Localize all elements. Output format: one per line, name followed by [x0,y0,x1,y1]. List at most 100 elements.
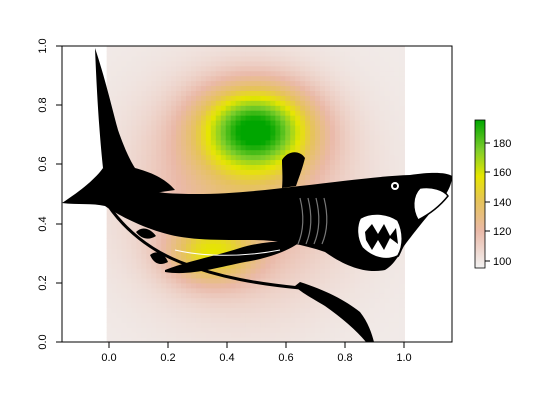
heat-cell [374,80,381,87]
heat-cell [270,322,276,328]
heat-cell [146,159,152,165]
heat-cell [171,65,177,72]
heat-cell [240,322,247,328]
heat-cell [116,292,123,299]
heat-cell [240,268,247,274]
heat-cell [205,80,212,87]
heat-cell [176,253,182,259]
heat-cell [280,95,286,101]
heat-cell [121,312,128,318]
heat-cell [176,159,182,165]
heat-cell [315,85,321,91]
heat-cell [354,268,361,274]
heat-cell [171,184,177,190]
heat-cell [171,263,177,269]
heat-cell [111,327,118,333]
heat-cell [116,75,123,82]
heat-cell [215,302,222,309]
heat-cell [195,307,202,313]
heat-cell [191,139,197,146]
heat-cell [111,268,118,274]
heat-cell [384,307,391,313]
heat-cell [225,80,232,87]
heat-cell [359,124,366,131]
heat-cell [290,248,296,254]
heat-cell [106,332,113,338]
heat-cell [156,65,162,72]
heat-cell [151,228,157,235]
heat-cell [191,70,197,77]
heat-cell [106,297,113,304]
heat-cell [176,243,182,249]
heat-cell [116,129,123,136]
heat-cell [374,75,381,82]
heat-cell [220,115,227,121]
heat-cell [111,302,118,309]
heat-cell [260,65,267,72]
heat-cell [205,134,212,141]
heat-cell [315,139,321,146]
heat-cell [285,312,291,318]
heat-cell [290,272,296,279]
heat-cell [131,228,138,235]
heat-cell [369,75,376,82]
heat-cell [290,317,296,323]
heat-cell [300,292,306,299]
heat-cell [300,174,306,180]
heat-cell [200,238,207,244]
heat-cell [230,174,237,180]
heat-cell [399,55,405,62]
heat-cell [205,46,212,52]
heat-cell [349,332,356,338]
heat-cell [210,124,217,131]
heat-cell [136,85,142,91]
heat-cell [176,307,182,313]
heat-cell [295,75,301,82]
heat-cell [200,100,207,106]
heat-cell [136,159,142,165]
heat-cell [359,95,366,101]
heat-cell [230,292,237,299]
heat-cell [364,75,371,82]
heat-cell [329,115,336,121]
heat-cell [200,164,207,170]
heat-cell [230,129,237,136]
heat-cell [384,337,391,342]
heat-cell [126,90,133,96]
heat-cell [349,80,356,87]
heat-cell [230,100,237,106]
heat-cell [191,55,197,62]
heat-cell [295,277,301,284]
heat-cell [136,258,142,264]
heat-cell [220,110,227,116]
heat-cell [290,115,296,121]
heat-cell [374,46,381,52]
heat-cell [399,272,405,279]
heat-cell [329,337,336,342]
heat-cell [126,317,133,323]
heat-cell [305,65,311,72]
heat-cell [285,307,291,313]
heat-cell [394,115,400,121]
heat-cell [344,287,351,294]
heat-cell [379,55,386,62]
heat-cell [210,70,217,77]
heat-cell [295,337,301,342]
heat-cell [324,159,331,165]
heat-cell [394,332,400,338]
heat-cell [191,90,197,96]
heat-cell [126,75,133,82]
heat-cell [176,134,182,141]
heat-cell [374,307,381,313]
heat-cell [235,105,242,111]
heat-cell [181,75,187,82]
heat-cell [215,159,222,165]
heat-cell [225,129,232,136]
heat-cell [310,134,316,141]
heat-cell [290,258,296,264]
heat-cell [161,164,167,170]
heat-cell [240,154,247,161]
heat-cell [324,144,331,151]
heat-cell [205,120,212,126]
heat-cell [151,60,157,67]
